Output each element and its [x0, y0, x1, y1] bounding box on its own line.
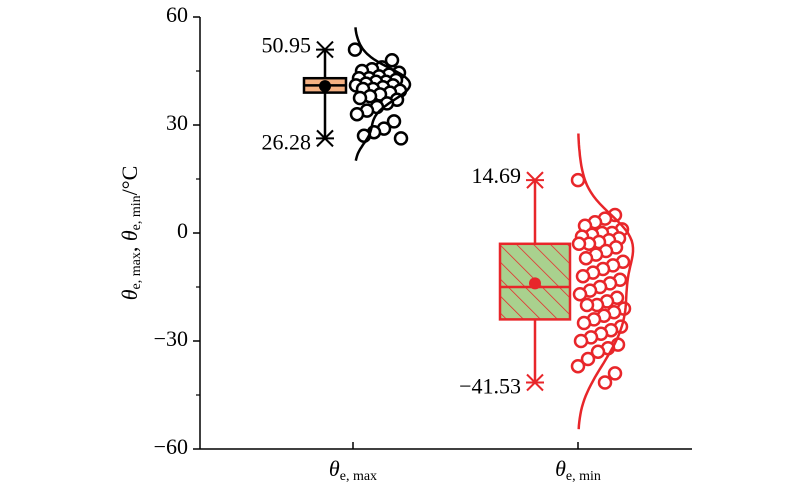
mean: [319, 80, 331, 93]
y-label-part: ,: [117, 241, 142, 252]
point: [607, 366, 623, 381]
mean: [529, 277, 541, 290]
point: [575, 268, 591, 284]
whisker-cap: [526, 171, 544, 189]
point: [572, 286, 588, 302]
whisker-cap: [316, 129, 334, 148]
point: [384, 52, 400, 68]
y-label-part: e, min: [129, 195, 144, 230]
density-curve: [577, 133, 635, 430]
point: [580, 351, 596, 367]
y-axis-label: θe, max, θe, min/°C: [117, 166, 144, 301]
x-label-symbol: θ: [555, 456, 566, 481]
point: [576, 315, 592, 331]
point: [571, 236, 587, 252]
y-tick-label: 0: [177, 218, 188, 243]
x-label-symbol: θ: [329, 456, 340, 481]
x-tick-label: θe, max: [329, 456, 377, 484]
point: [393, 131, 409, 146]
point: [578, 250, 594, 266]
y-label-part: θ: [117, 230, 142, 241]
x-label-subscript: e, min: [566, 469, 601, 484]
whisker-cap: [526, 373, 544, 392]
y-label-part: /°C: [117, 166, 142, 196]
point: [349, 106, 365, 122]
y-label-part: e, max: [129, 252, 144, 289]
point: [570, 172, 586, 188]
point: [579, 297, 595, 313]
point: [570, 358, 586, 374]
whisker-cap: [316, 40, 334, 59]
x-label-subscript: e, max: [340, 469, 377, 484]
x-tick-label: θe, min: [555, 456, 601, 484]
point: [573, 333, 589, 349]
point: [597, 375, 613, 390]
value-label: −41.53: [459, 374, 521, 399]
point: [347, 42, 363, 57]
y-tick-label: −60: [154, 434, 188, 459]
y-label-part: θ: [117, 289, 142, 300]
point: [352, 90, 368, 106]
point: [590, 344, 606, 360]
y-tick-label: 30: [166, 110, 188, 135]
y-tick-label: 60: [166, 2, 188, 27]
y-tick-label: −30: [154, 326, 188, 351]
value-label: 14.69: [472, 163, 522, 188]
density-curve: [354, 27, 412, 161]
value-label: 50.95: [262, 33, 312, 58]
value-label: 26.28: [262, 129, 312, 154]
point: [386, 114, 402, 129]
